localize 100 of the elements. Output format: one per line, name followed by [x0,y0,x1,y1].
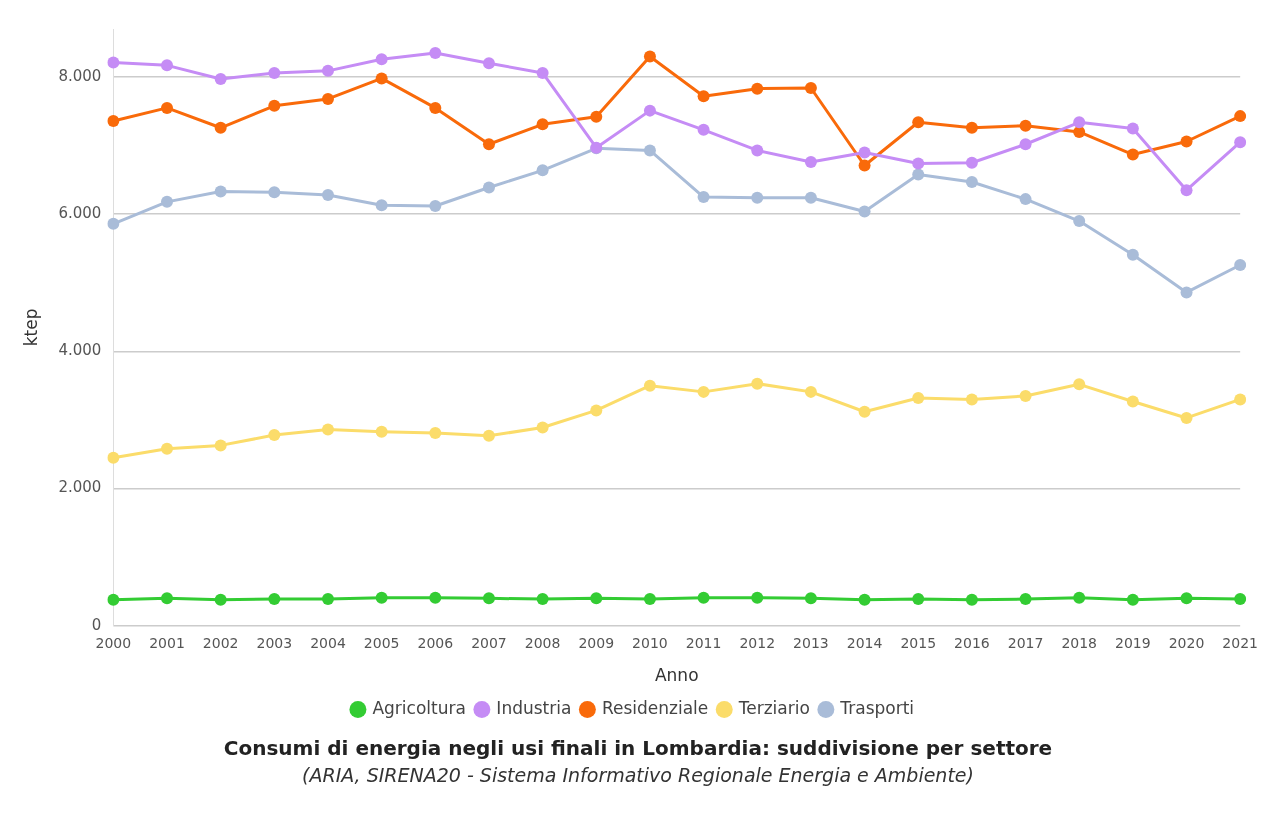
point [1126,148,1139,161]
point [697,90,710,103]
x-tick-label: 2009 [578,634,615,651]
x-tick-label: 2008 [524,634,561,651]
x-tick-label: 2005 [363,634,400,651]
point [590,592,603,605]
point [107,217,120,230]
point [1234,258,1247,271]
point [1234,393,1247,406]
y-tick-label: 8.000 [58,66,102,85]
point [912,593,925,606]
point [321,189,334,202]
point [375,425,388,438]
point [1073,116,1086,129]
text: (ARIA, SIRENA20 - Sistema Informativo Regionale Energia e Ambiente) [301,764,975,786]
x-tick-label: 2012 [739,634,776,651]
point [1180,592,1193,605]
point [643,50,656,63]
x-tick-label: 2019 [1115,634,1151,651]
point [536,593,549,606]
x-tick-label: 2006 [417,634,454,651]
point [1180,286,1193,299]
point [751,377,764,390]
point [804,156,817,169]
point [1126,593,1139,606]
point [643,104,656,117]
point [1019,390,1032,402]
x-tick-label: 2021 [1222,634,1259,651]
point [1180,411,1193,424]
legend-label: Industria [496,697,572,718]
legend-label: Terziario [737,697,810,718]
y-tick-label: 0 [91,615,102,634]
point [965,156,978,169]
point [375,72,388,85]
point [214,439,227,452]
point [751,82,764,95]
x-tick-label: 2017 [1007,634,1044,651]
point [268,186,281,199]
point [321,64,334,77]
point [214,73,227,86]
point [697,591,710,604]
point [643,379,656,392]
point [804,191,817,204]
point [321,92,334,105]
point [107,56,120,69]
point [1180,135,1193,148]
point [751,191,764,204]
x-tick-label: 2010 [632,634,668,651]
x-tick-label: 2002 [202,634,239,651]
point [536,164,549,177]
point [858,146,871,159]
point [268,99,281,112]
point [804,81,817,94]
x-tick-label: 2003 [256,634,293,651]
point [429,591,442,604]
text: Consumi di energia negli usi finali in Lombardia: suddivisione per settore [222,736,1054,760]
point [1126,395,1139,408]
point [482,429,495,442]
point [1234,593,1247,606]
x-tick-label: 2013 [793,634,829,651]
x-tick-label: 2011 [685,634,722,651]
x-tick-label: 2004 [310,634,346,651]
point [858,159,871,172]
point [804,592,817,605]
x-tick-label: 2007 [471,634,507,651]
x-tick-label: 2020 [1168,634,1205,651]
point [697,123,710,136]
point [536,118,549,131]
x-tick-label: 2000 [95,634,132,651]
point [1019,193,1032,206]
x-axis-title: Anno [654,665,699,686]
point [965,593,978,606]
point [643,593,656,606]
point [643,144,656,157]
point [268,66,281,79]
point [965,393,978,406]
point [1073,591,1086,604]
point [912,392,925,405]
point [321,423,334,436]
point [858,593,871,606]
x-tick-label: 2018 [1061,634,1098,651]
point [912,157,925,170]
point [590,404,603,417]
point [697,191,710,204]
x-tick-label: 2016 [954,634,990,651]
y-tick-label: 2.000 [58,478,102,497]
point [751,144,764,157]
point [161,442,173,455]
point [1019,593,1032,606]
point [804,385,817,398]
point [268,429,281,442]
point [161,59,173,72]
point [536,421,549,434]
x-tick-label: 2001 [149,634,185,651]
point [375,53,388,66]
point [214,593,227,606]
point [161,195,173,208]
point [697,385,710,398]
point [858,405,871,418]
point [375,199,388,212]
